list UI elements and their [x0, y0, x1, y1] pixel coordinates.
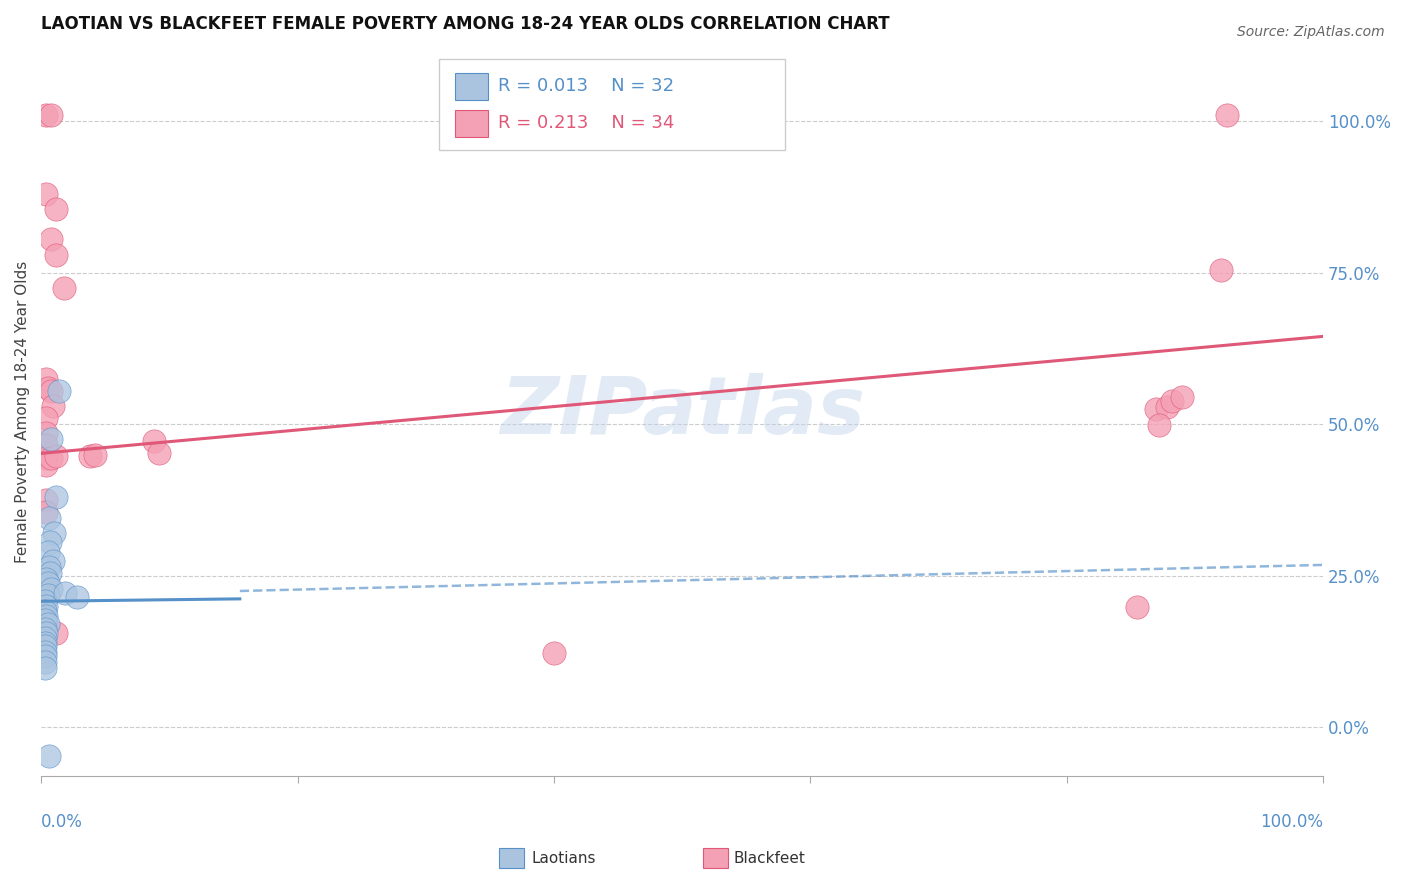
Point — [38, 749, 60, 764]
Point — [35, 108, 58, 122]
Point — [45, 490, 67, 504]
Point — [35, 426, 58, 441]
Point — [84, 448, 107, 462]
Point — [45, 202, 67, 216]
Point — [41, 108, 63, 122]
Point — [41, 399, 63, 413]
Point — [39, 535, 62, 549]
Point — [1126, 600, 1149, 615]
Bar — [703, 848, 728, 868]
Point — [34, 661, 56, 675]
Point — [48, 384, 70, 398]
Point — [1160, 394, 1182, 409]
Text: 0.0%: 0.0% — [41, 813, 83, 830]
Point — [1171, 390, 1194, 404]
Point — [1146, 402, 1168, 417]
Text: Blackfeet: Blackfeet — [734, 851, 806, 865]
Point — [148, 446, 170, 460]
Point — [34, 613, 56, 627]
Point — [41, 232, 63, 246]
Text: Laotians: Laotians — [531, 851, 596, 865]
Point — [34, 594, 56, 608]
Point — [35, 626, 58, 640]
Point — [66, 590, 89, 604]
Point — [35, 450, 58, 465]
Point — [34, 655, 56, 669]
Bar — [456, 73, 488, 100]
Text: ZIPatlas: ZIPatlas — [499, 373, 865, 451]
Point — [34, 622, 56, 636]
Point — [35, 411, 58, 425]
Point — [55, 586, 77, 600]
Point — [142, 434, 165, 449]
Y-axis label: Female Poverty Among 18-24 Year Olds: Female Poverty Among 18-24 Year Olds — [15, 261, 30, 563]
Point — [38, 559, 60, 574]
Point — [35, 608, 58, 623]
Point — [79, 449, 101, 463]
Point — [37, 588, 59, 602]
Point — [1156, 401, 1178, 415]
Point — [1147, 418, 1170, 433]
Point — [41, 450, 63, 465]
Text: Source: ZipAtlas.com: Source: ZipAtlas.com — [1237, 25, 1385, 39]
Point — [41, 433, 63, 447]
Point — [41, 554, 63, 568]
Point — [35, 572, 58, 586]
Point — [37, 576, 59, 591]
Bar — [456, 110, 488, 136]
Point — [41, 582, 63, 596]
Point — [34, 639, 56, 653]
Point — [35, 458, 58, 473]
Point — [1209, 262, 1232, 277]
Point — [35, 505, 58, 519]
Point — [543, 647, 565, 661]
FancyBboxPatch shape — [439, 60, 785, 150]
Point — [37, 617, 59, 632]
Point — [1216, 108, 1239, 122]
Text: LAOTIAN VS BLACKFEET FEMALE POVERTY AMONG 18-24 YEAR OLDS CORRELATION CHART: LAOTIAN VS BLACKFEET FEMALE POVERTY AMON… — [41, 15, 890, 33]
Point — [39, 566, 62, 580]
Bar — [499, 848, 524, 868]
Text: R = 0.213    N = 34: R = 0.213 N = 34 — [498, 114, 675, 132]
Point — [35, 599, 58, 614]
Point — [35, 372, 58, 386]
Text: 100.0%: 100.0% — [1260, 813, 1323, 830]
Point — [34, 604, 56, 618]
Point — [37, 544, 59, 558]
Point — [34, 635, 56, 649]
Text: R = 0.013    N = 32: R = 0.013 N = 32 — [498, 78, 675, 95]
Point — [34, 648, 56, 663]
Point — [38, 511, 60, 525]
Point — [37, 381, 59, 395]
Point — [34, 631, 56, 645]
Point — [42, 526, 65, 541]
Point — [34, 644, 56, 658]
Point — [53, 281, 76, 295]
Point — [41, 384, 63, 398]
Point — [45, 449, 67, 463]
Point — [35, 493, 58, 508]
Point — [45, 247, 67, 261]
Point — [45, 626, 67, 640]
Point — [35, 186, 58, 201]
Point — [35, 438, 58, 452]
